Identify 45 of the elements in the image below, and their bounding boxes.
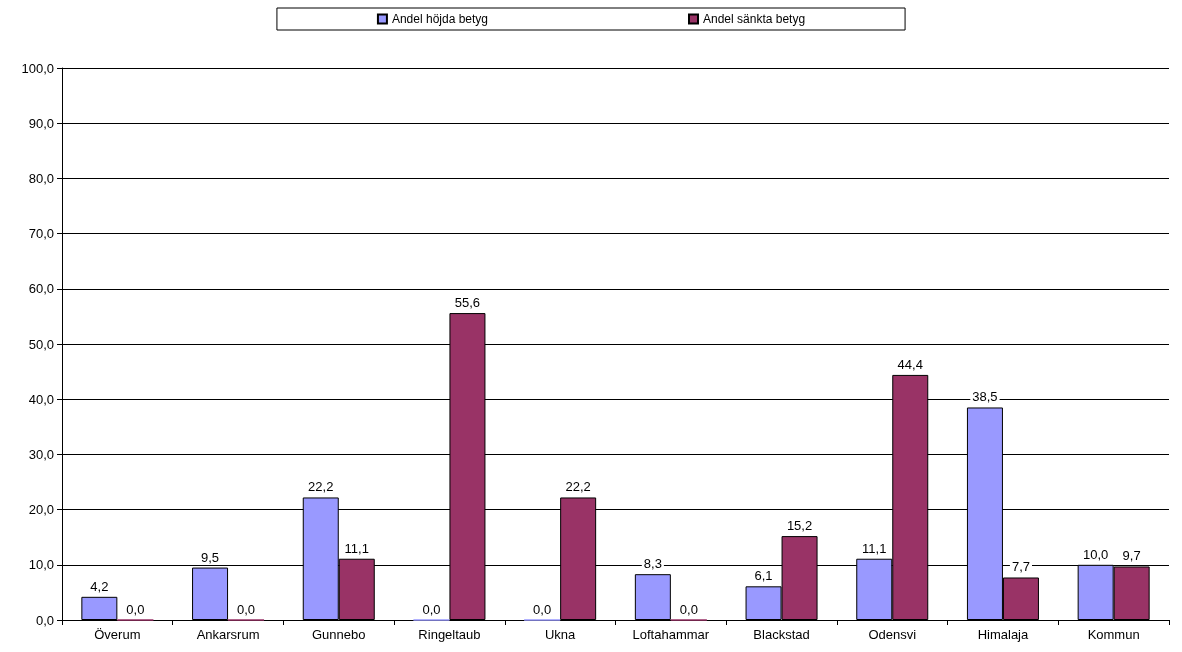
data-label: 44,4 (897, 356, 923, 372)
data-label: 8,3 (643, 556, 662, 572)
data-label: 6,1 (754, 568, 773, 584)
data-label: 0,0 (679, 601, 698, 617)
bar (634, 574, 671, 620)
y-tick-label: 50,0 (28, 336, 54, 352)
data-label: 9,7 (1122, 548, 1141, 564)
data-label: 0,0 (422, 601, 441, 617)
data-label: 15,2 (786, 518, 813, 534)
y-tick-label: 40,0 (28, 391, 54, 407)
x-tick-label: Gunnebo (312, 627, 366, 642)
data-label: 11,1 (344, 540, 369, 556)
y-tick-label: 100,0 (21, 60, 54, 76)
data-label: 0,0 (237, 601, 256, 617)
bar (81, 596, 118, 620)
y-tick-label: 30,0 (28, 446, 54, 462)
y-tick-label: 70,0 (28, 226, 54, 242)
y-tick-label: 0,0 (35, 612, 54, 628)
y-tick-label: 90,0 (28, 115, 54, 131)
legend-label: Andel höjda betyg (391, 12, 488, 26)
data-label: 38,5 (972, 389, 998, 405)
x-tick-label: Ukna (544, 627, 577, 642)
x-tick-label: Överum (94, 627, 141, 642)
y-tick-label: 20,0 (28, 502, 54, 518)
data-label: 10,0 (1082, 546, 1109, 562)
x-tick-label: Blackstad (753, 627, 810, 642)
data-label: 4,2 (90, 578, 109, 594)
data-label: 0,0 (533, 601, 552, 617)
data-label: 55,6 (454, 295, 481, 311)
data-label: 22,2 (308, 479, 334, 495)
data-label: 9,5 (201, 549, 220, 565)
y-tick-label: 80,0 (28, 170, 54, 186)
x-tick-label: Ringeltaub (418, 627, 481, 642)
y-tick-label: 10,0 (28, 557, 54, 573)
data-label: 7,7 (1011, 559, 1030, 575)
x-tick-label: Ankarsrum (196, 627, 260, 642)
x-tick-label: Kommun (1087, 627, 1140, 642)
data-label: 0,0 (126, 601, 145, 617)
data-label: 11,1 (862, 540, 887, 556)
legend-label: Andel sänkta betyg (703, 12, 806, 26)
data-label: 22,2 (565, 479, 591, 495)
y-tick-label: 60,0 (28, 281, 54, 297)
x-tick-label: Loftahammar (632, 627, 710, 642)
x-tick-label: Himalaja (977, 627, 1029, 642)
x-tick-label: Odensvi (868, 627, 917, 642)
